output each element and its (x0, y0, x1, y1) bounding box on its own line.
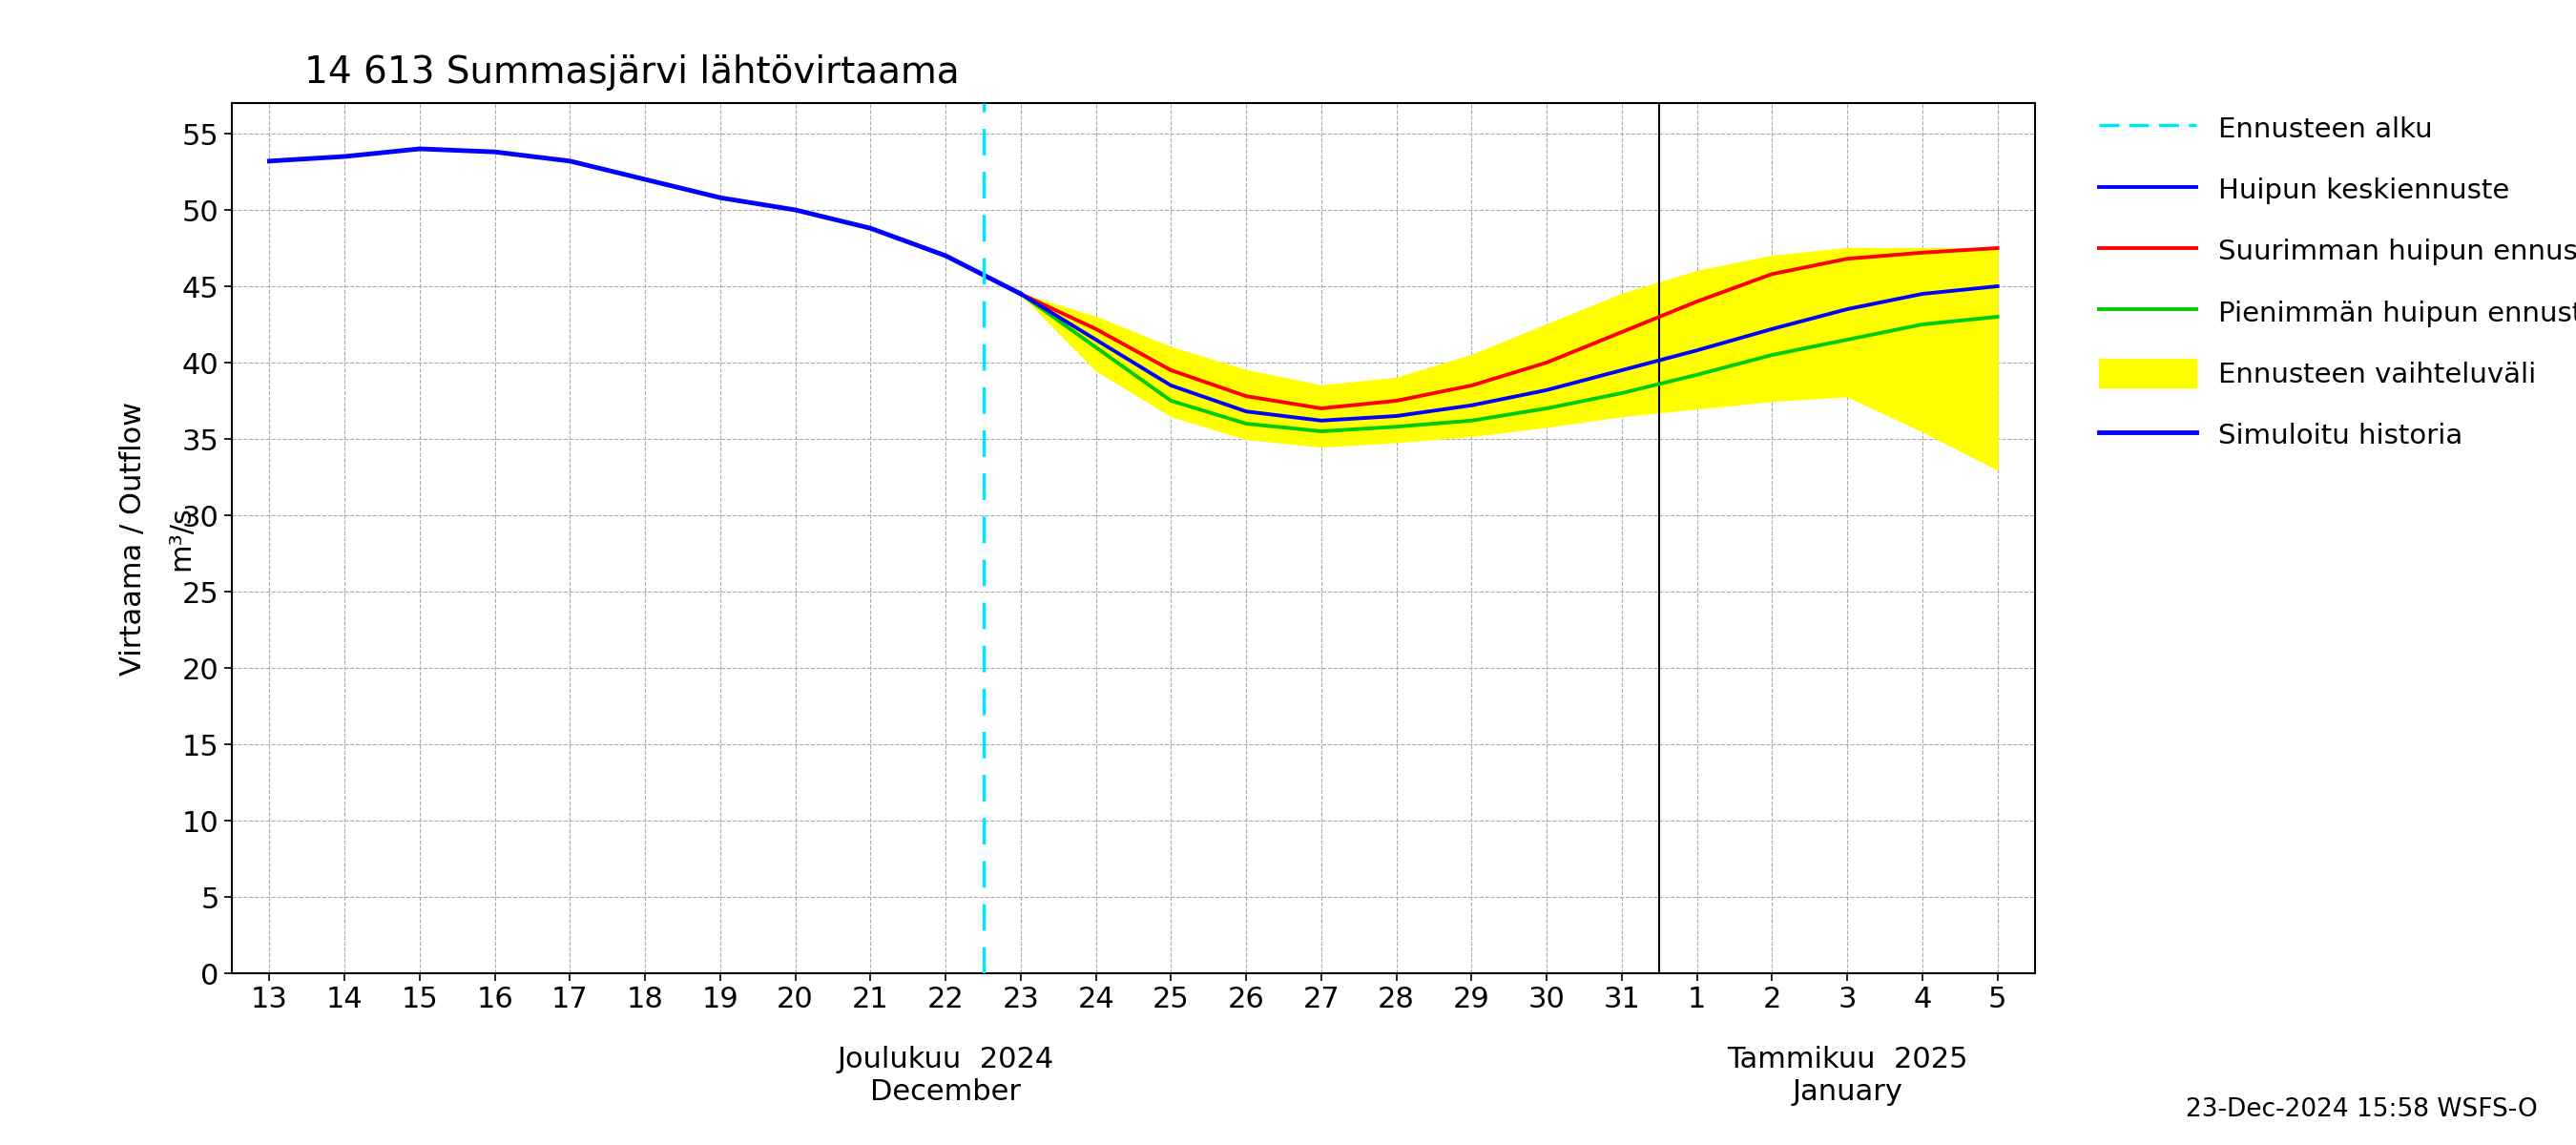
Text: Tammikuu  2025
January: Tammikuu 2025 January (1726, 1047, 1968, 1106)
Text: m³/s: m³/s (167, 506, 196, 570)
Text: Joulukuu  2024
December: Joulukuu 2024 December (837, 1047, 1054, 1106)
Text: 14 613 Summasjärvi lähtövirtaama: 14 613 Summasjärvi lähtövirtaama (304, 55, 958, 90)
Legend: Ennusteen alku, Huipun keskiennuste, Suurimman huipun ennuste, Pienimmän huipun : Ennusteen alku, Huipun keskiennuste, Suu… (2084, 100, 2576, 464)
Text: 23-Dec-2024 15:58 WSFS-O: 23-Dec-2024 15:58 WSFS-O (2184, 1097, 2537, 1122)
Text: Virtaama / Outflow: Virtaama / Outflow (118, 401, 147, 676)
